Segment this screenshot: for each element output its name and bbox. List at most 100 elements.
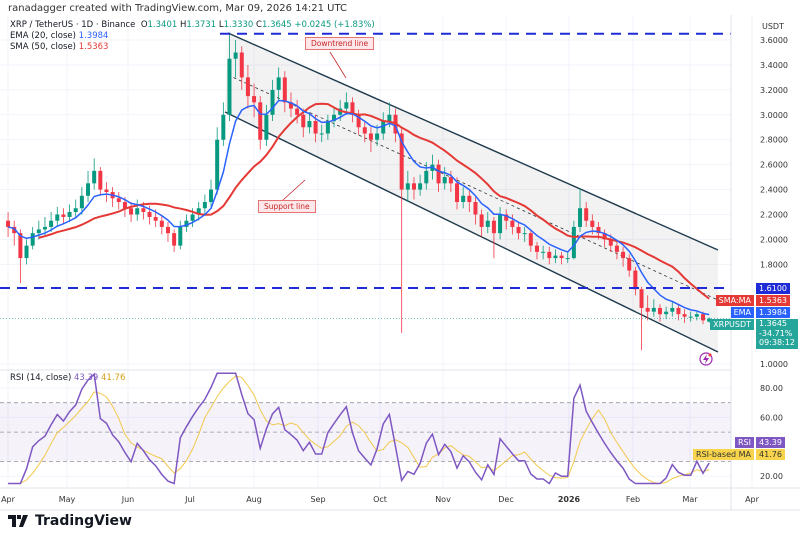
candle xyxy=(633,270,638,290)
candle xyxy=(98,170,103,190)
chart-credit: ranadagger created with TradingView.com,… xyxy=(8,3,347,14)
rsi-name-tag: RSI xyxy=(735,437,754,448)
symbol-title[interactable]: XRP / TetherUS · 1D · Binance xyxy=(10,20,136,30)
rsi-tick: 20.00 xyxy=(760,472,783,481)
high-value: 1.3731 xyxy=(186,20,217,30)
candle xyxy=(405,183,410,190)
legend-ohlc: XRP / TetherUS · 1D · Binance O1.3401 H1… xyxy=(10,20,375,31)
candle xyxy=(36,229,41,234)
legend-ema: EMA (20, close) 1.3984 xyxy=(10,31,375,42)
time-tick: Nov xyxy=(435,495,451,504)
candle xyxy=(664,311,669,315)
candle xyxy=(301,114,306,128)
candle xyxy=(602,233,607,240)
tradingview-logo-icon xyxy=(8,515,28,527)
candle xyxy=(92,170,97,184)
candle xyxy=(510,220,515,227)
candle xyxy=(491,220,496,234)
candle xyxy=(42,226,47,230)
candle xyxy=(288,102,293,109)
candle xyxy=(418,183,423,190)
time-axis: Apr May Jun Jul Aug Sep Oct Nov Dec 2026 Feb Mar Apr xyxy=(1,495,760,504)
ema-name-tag: EMA xyxy=(730,307,754,318)
candle xyxy=(584,208,589,221)
sma-label[interactable]: SMA (50, close) xyxy=(10,42,76,52)
candle xyxy=(559,255,564,259)
price-tick: 1.8000 xyxy=(760,260,788,269)
price-tag-change: -34.71% xyxy=(759,328,793,338)
candle xyxy=(479,214,484,227)
annotation-arrow-downtrend xyxy=(329,51,347,79)
price-tick: 2.8000 xyxy=(760,136,788,145)
time-tick: Mar xyxy=(682,495,698,504)
ema-value: 1.3984 xyxy=(78,31,109,41)
candle xyxy=(307,121,312,128)
tradingview-logo[interactable]: TradingView xyxy=(8,513,132,529)
rsi-ma-legend-value: 41.76 xyxy=(101,373,126,383)
candle xyxy=(159,220,164,227)
downtrend-line xyxy=(227,32,719,251)
lightning-icon[interactable] xyxy=(699,352,713,366)
candle xyxy=(368,133,373,140)
candle xyxy=(504,214,509,221)
candle xyxy=(362,127,367,134)
candle xyxy=(344,102,349,109)
legend-sma: SMA (50, close) 1.5363 xyxy=(10,42,375,53)
rsi-tag: 43.39 xyxy=(756,437,785,448)
candle xyxy=(467,195,472,203)
candle xyxy=(670,307,675,312)
candle xyxy=(516,226,521,234)
open-label: O xyxy=(140,20,148,30)
candle xyxy=(485,220,490,227)
candle xyxy=(411,183,416,190)
time-tick: Feb xyxy=(626,495,640,504)
candle xyxy=(239,52,244,78)
candle xyxy=(639,289,644,308)
candle xyxy=(6,220,11,227)
price-tick: 2.6000 xyxy=(760,161,788,170)
candle xyxy=(30,233,35,246)
ema-label[interactable]: EMA (20, close) xyxy=(10,31,76,41)
candle xyxy=(534,245,539,252)
candle xyxy=(18,233,23,259)
time-tick: Oct xyxy=(373,495,387,504)
candle xyxy=(645,307,650,312)
candle xyxy=(694,314,699,317)
candle xyxy=(350,102,355,115)
time-tick: Apr xyxy=(1,495,16,504)
time-tick: Aug xyxy=(246,495,262,504)
candle xyxy=(657,307,662,315)
grid xyxy=(0,15,753,488)
candle xyxy=(448,177,453,184)
sma-value: 1.5363 xyxy=(78,42,109,52)
candle xyxy=(61,214,66,217)
candle xyxy=(356,114,361,128)
price-tick: 1.0000 xyxy=(760,360,788,369)
candle xyxy=(24,245,29,259)
candle xyxy=(682,314,687,317)
candle xyxy=(565,258,570,260)
candle xyxy=(190,214,195,221)
candle xyxy=(141,208,146,212)
time-tick: Sep xyxy=(310,495,325,504)
candle xyxy=(233,52,238,59)
candle xyxy=(381,121,386,134)
rsi-label[interactable]: RSI (14, close) xyxy=(10,373,72,383)
candle xyxy=(424,170,429,184)
rsi-ma-line xyxy=(8,375,710,485)
candle xyxy=(184,220,189,227)
candles xyxy=(6,32,712,351)
price-axis: 3.6000 3.4000 3.2000 3.0000 2.8000 2.6000 2.40… xyxy=(760,36,788,369)
candle xyxy=(270,89,275,115)
annotation-downtrend: Downtrend line xyxy=(305,37,375,50)
rsi-legend-value: 43.39 xyxy=(73,373,99,383)
high-label: H xyxy=(179,20,187,30)
candle xyxy=(596,226,601,234)
symbol-tag: XRPUSDT xyxy=(710,319,754,330)
candle xyxy=(676,307,681,315)
candle xyxy=(473,202,478,215)
ema-line xyxy=(7,99,710,316)
candle xyxy=(245,77,250,97)
time-tick: Jun xyxy=(121,495,135,504)
